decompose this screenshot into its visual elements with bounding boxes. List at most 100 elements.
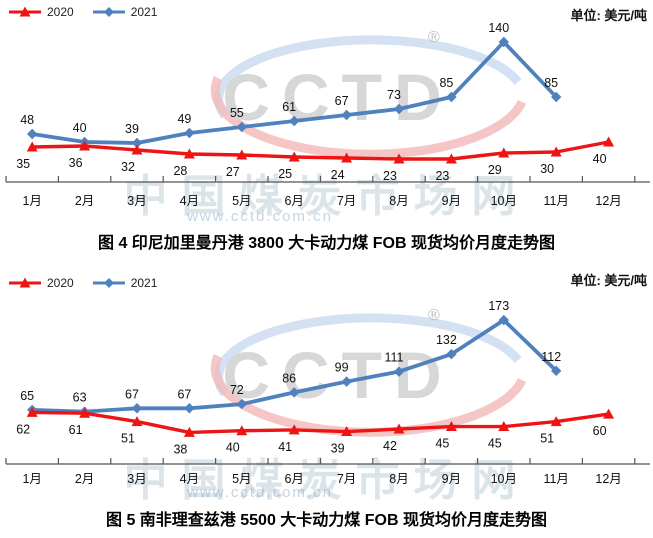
legend: 2020 2021 [8,276,157,290]
data-label-2021: 40 [73,121,87,135]
data-label-2020: 35 [16,157,30,171]
legend-label: 2020 [47,5,74,19]
x-axis-label: 8月 [389,194,409,208]
legend-item-2020: 2020 [8,276,74,290]
x-axis-label: 2月 [74,472,95,486]
data-point-marker-2021 [236,398,247,410]
data-label-2020: 23 [383,169,397,183]
x-axis-label: 12月 [595,472,622,486]
data-label-2020: 45 [488,437,502,451]
data-point-marker-2020 [79,407,91,418]
data-label-2021: 49 [177,112,191,126]
data-label-2020: 25 [278,167,292,181]
data-point-marker-2020 [603,136,615,147]
series-line-2020 [32,410,609,435]
data-point-marker-2021 [289,387,300,398]
data-label-2021: 132 [436,333,457,347]
data-label-2021: 39 [125,122,139,136]
x-axis-label: 4月 [179,472,200,486]
x-axis-label: 10月 [490,194,517,208]
data-point-marker-2021 [184,403,195,414]
data-point-marker-2021 [551,365,562,377]
data-label-2020: 61 [69,423,83,437]
x-axis-label: 8月 [389,472,409,486]
data-point-marker-2021 [341,376,352,387]
x-axis-label: 1月 [22,194,42,208]
x-axis-label: 9月 [441,194,462,208]
x-axis-label: 11月 [543,472,569,486]
data-point-marker-2021 [289,115,300,127]
data-label-2020: 62 [16,422,30,436]
x-axis-label: 1月 [22,472,42,486]
data-label-2021: 61 [282,100,296,114]
x-axis-label: 3月 [127,472,147,486]
unit-label: 单位: 美元/吨 [570,273,647,288]
data-label-2021: 67 [177,387,191,401]
x-axis-label: 4月 [179,194,200,208]
figure-caption: 图 5 南非理查兹港 5500 大卡动力煤 FOB 现货均价月度走势图 [106,512,547,529]
legend-marker-2020-icon [9,277,41,288]
legend-marker-2021-icon [92,278,125,288]
legend-marker-2020-icon [9,6,41,17]
legend-item-2021: 2021 [92,5,158,19]
data-label-2021: 73 [387,88,401,102]
data-label-2020: 51 [121,432,135,446]
data-point-marker-2021 [393,366,405,377]
data-label-2021: 55 [230,106,244,120]
legend-label: 2020 [47,276,74,290]
data-point-marker-2020 [550,146,562,157]
legend-marker-2021-icon [92,7,125,17]
x-axis-label: 10月 [490,472,517,486]
plot-canvas: 48 40 39 49 55 61 67 73 85 140 85 35 36 32 28 27 25 24 23 2… [5,21,650,183]
data-point-marker-2021 [27,128,38,140]
site-url-watermark: www.cctd.com.cn [187,208,333,225]
data-point-marker-2021 [393,103,405,115]
legend-item-2021: 2021 [92,276,157,290]
figure-5-chart: 2020 2021 单位: 美元/吨 CCTD ® 中国煤炭市场网 www.cct… [0,266,653,538]
data-label-2020: 32 [121,160,135,174]
data-label-2020: 40 [226,441,240,455]
data-label-2020: 24 [331,168,345,182]
data-point-marker-2020 [26,141,38,152]
data-label-2021: 48 [20,113,34,127]
data-label-2020: 51 [540,432,554,446]
data-label-2021: 65 [20,389,34,403]
data-label-2021: 140 [488,21,509,35]
x-axis-label: 5月 [232,194,252,208]
data-point-marker-2020 [26,406,38,417]
x-axis-label: 7月 [336,472,357,486]
data-label-2021: 86 [282,371,296,385]
data-label-2021: 67 [125,387,139,401]
data-label-2020: 30 [540,162,554,176]
legend: 2020 2021 [8,5,157,19]
data-point-marker-2020 [131,144,143,155]
data-point-marker-2020 [183,426,195,437]
data-label-2020: 41 [278,440,292,454]
x-axis-label: 3月 [127,194,147,208]
figure-4-chart: 2020 2021 单位: 美元/吨 CCTD ® 中国煤炭市场网 www.cct… [0,0,653,266]
data-point-marker-2021 [236,121,247,133]
data-point-marker-2021 [341,109,352,121]
data-point-marker-2021 [131,137,143,149]
series-line-2021 [31,40,558,145]
unit-label: 单位: 美元/吨 [570,8,647,23]
data-label-2020: 45 [435,437,449,451]
data-point-marker-2020 [603,408,615,419]
data-label-2020: 23 [435,169,449,183]
data-label-2021: 99 [335,361,349,375]
x-axis-label: 11月 [543,194,569,208]
data-label-2021: 67 [335,94,349,108]
data-label-2021: 111 [384,351,403,365]
data-label-2021: 63 [73,391,87,405]
data-point-marker-2021 [184,127,195,139]
data-label-2021: 85 [439,76,453,90]
data-point-marker-2021 [551,91,562,103]
data-label-2020: 42 [383,439,397,453]
data-point-marker-2020 [550,416,562,427]
data-point-marker-2020 [79,140,91,151]
legend-label: 2021 [130,5,158,19]
x-axis-label: 6月 [284,194,304,208]
figure-caption: 图 4 印尼加里曼丹港 3800 大卡动力煤 FOB 现货均价月度走势图 [98,235,555,252]
data-label-2021: 112 [541,350,561,364]
